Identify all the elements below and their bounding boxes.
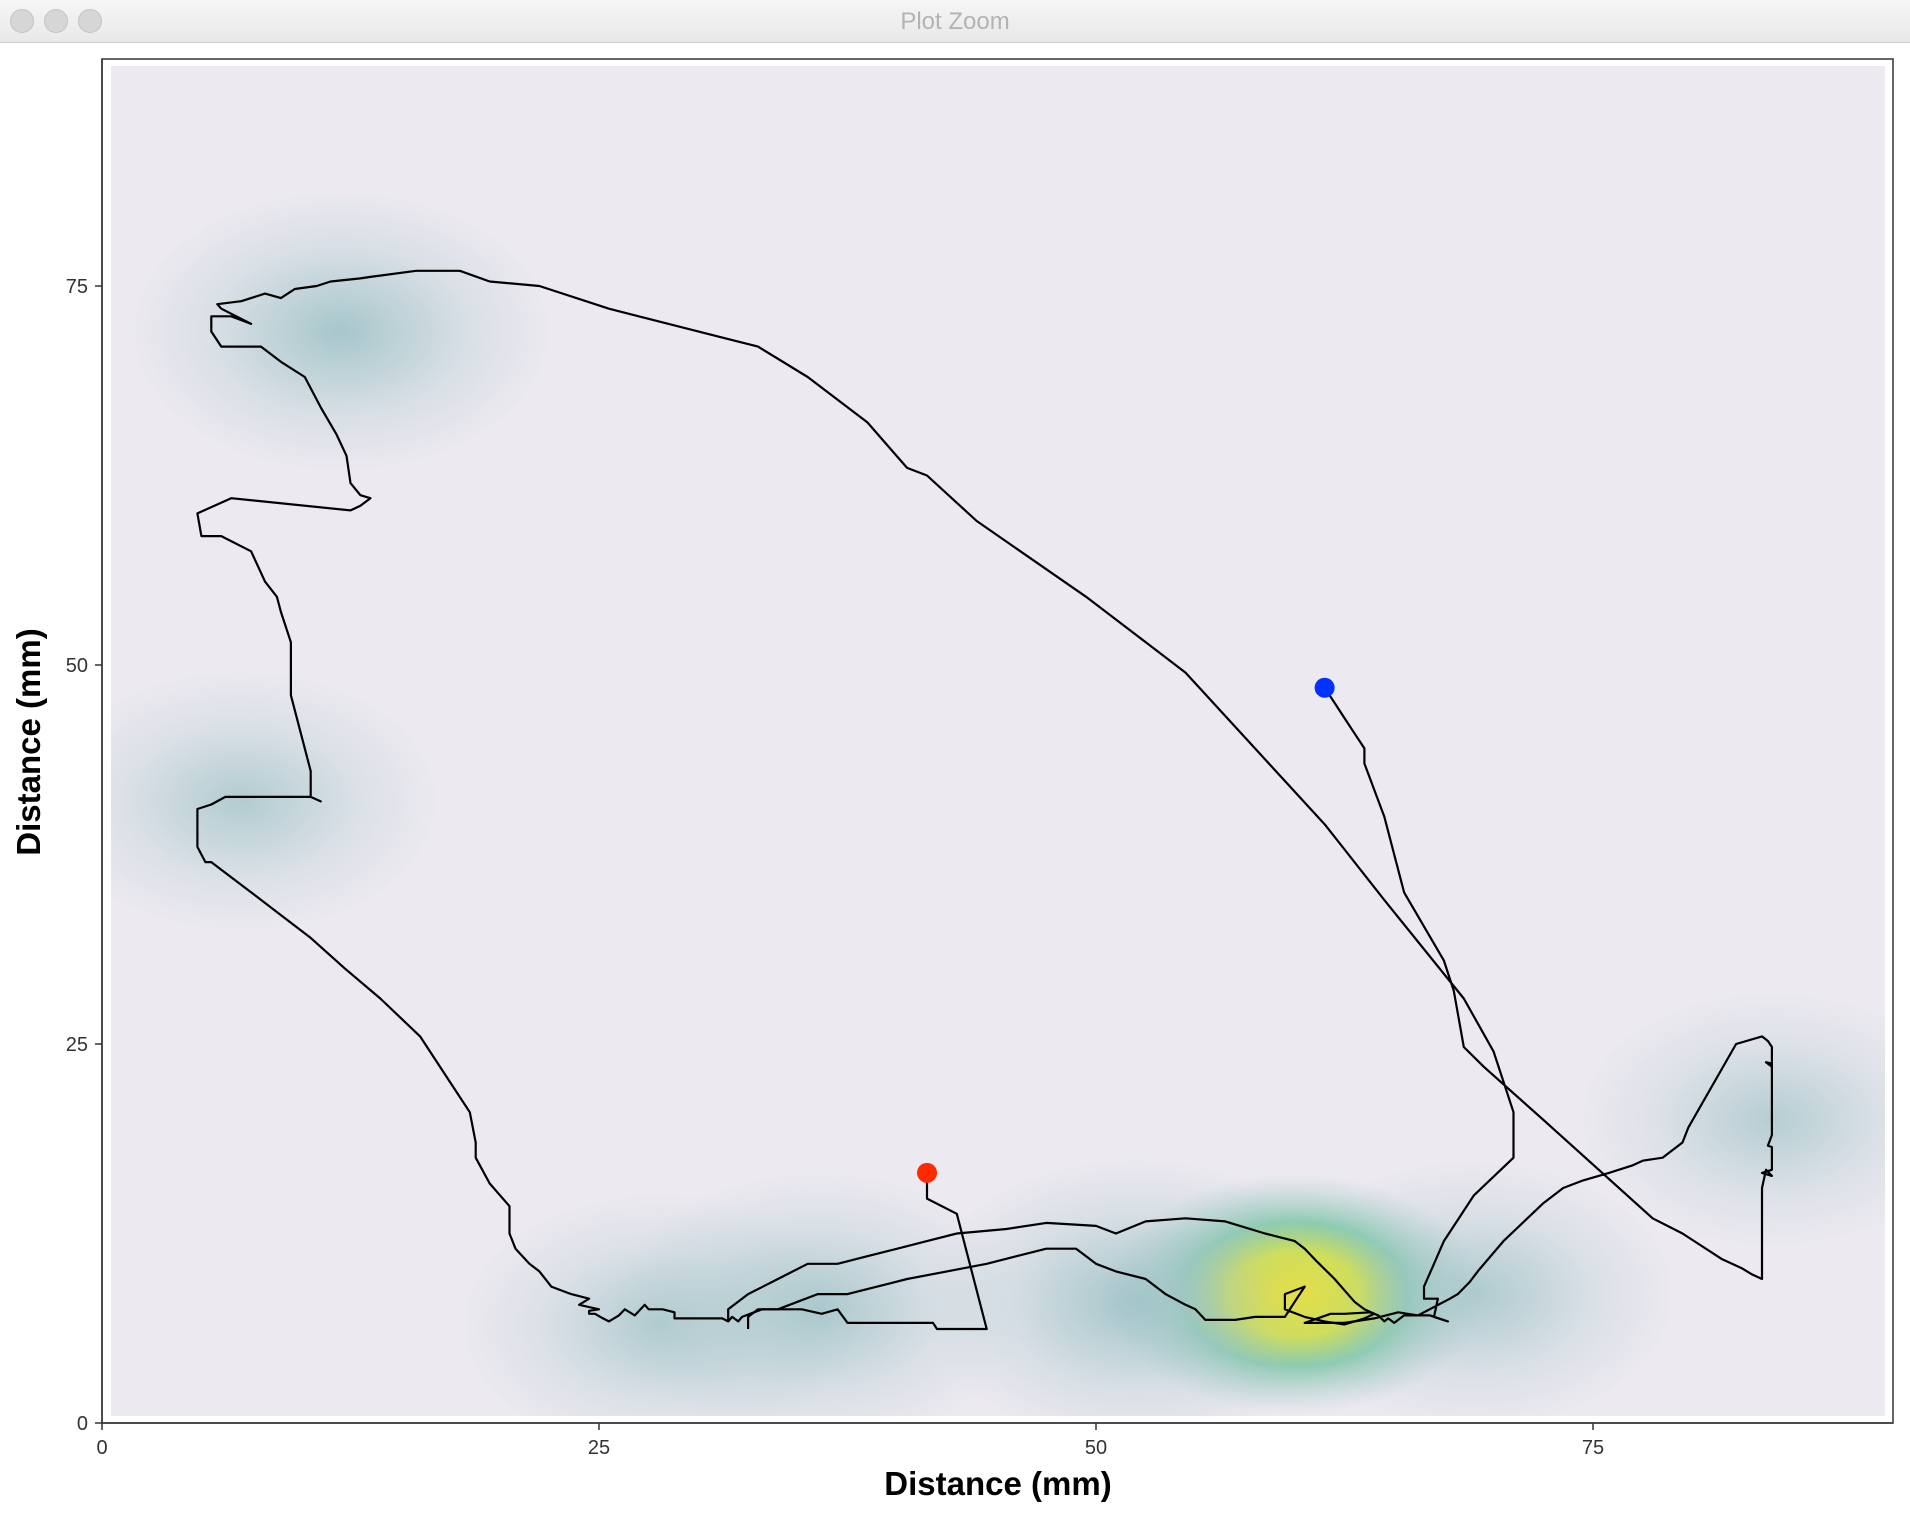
- x-tick-label: 0: [96, 1437, 107, 1459]
- heatmap-density-blob: [130, 191, 551, 472]
- path-markers: [917, 677, 1335, 1183]
- heatmap-density-blob: [921, 1158, 1350, 1416]
- y-axis: 0 25 50 75: [66, 59, 103, 1435]
- y-tick-label: 25: [66, 1034, 88, 1056]
- x-axis-title: Distance (mm): [884, 1465, 1111, 1502]
- y-axis-title: Distance (mm): [10, 628, 47, 855]
- density-heatmap: [111, 66, 1885, 1416]
- window-minimize-button[interactable]: [44, 9, 68, 33]
- path-line-1: [196, 269, 1774, 1331]
- window-zoom-button[interactable]: [78, 9, 102, 33]
- x-tick-label: 75: [1582, 1437, 1604, 1459]
- y-tick-label: 50: [66, 655, 88, 677]
- plot-canvas: 0 25 50 75 0 25 50 75 Distance (mm) Distance (…: [10, 58, 1894, 1502]
- heatmap-density-blob: [460, 1193, 857, 1416]
- window-close-button[interactable]: [10, 9, 34, 33]
- window-title: Plot Zoom: [900, 8, 1010, 35]
- path-line-2: [727, 1217, 1376, 1329]
- heatmap-density-blob: [111, 670, 440, 933]
- y-tick-label: 75: [66, 276, 88, 298]
- y-tick-label: 0: [77, 1413, 88, 1435]
- heatmap-density-blob: [1577, 991, 1885, 1248]
- end-point-marker: [1314, 677, 1335, 698]
- heatmap-density-blob: [1271, 1160, 1676, 1416]
- x-axis: 0 25 50 75: [96, 1422, 1893, 1459]
- path-lines: [196, 269, 1774, 1331]
- x-tick-label: 25: [588, 1437, 610, 1459]
- x-tick-label: 50: [1085, 1437, 1107, 1459]
- start-point-marker: [917, 1162, 938, 1183]
- window-titlebar: Plot Zoom: [0, 0, 1910, 43]
